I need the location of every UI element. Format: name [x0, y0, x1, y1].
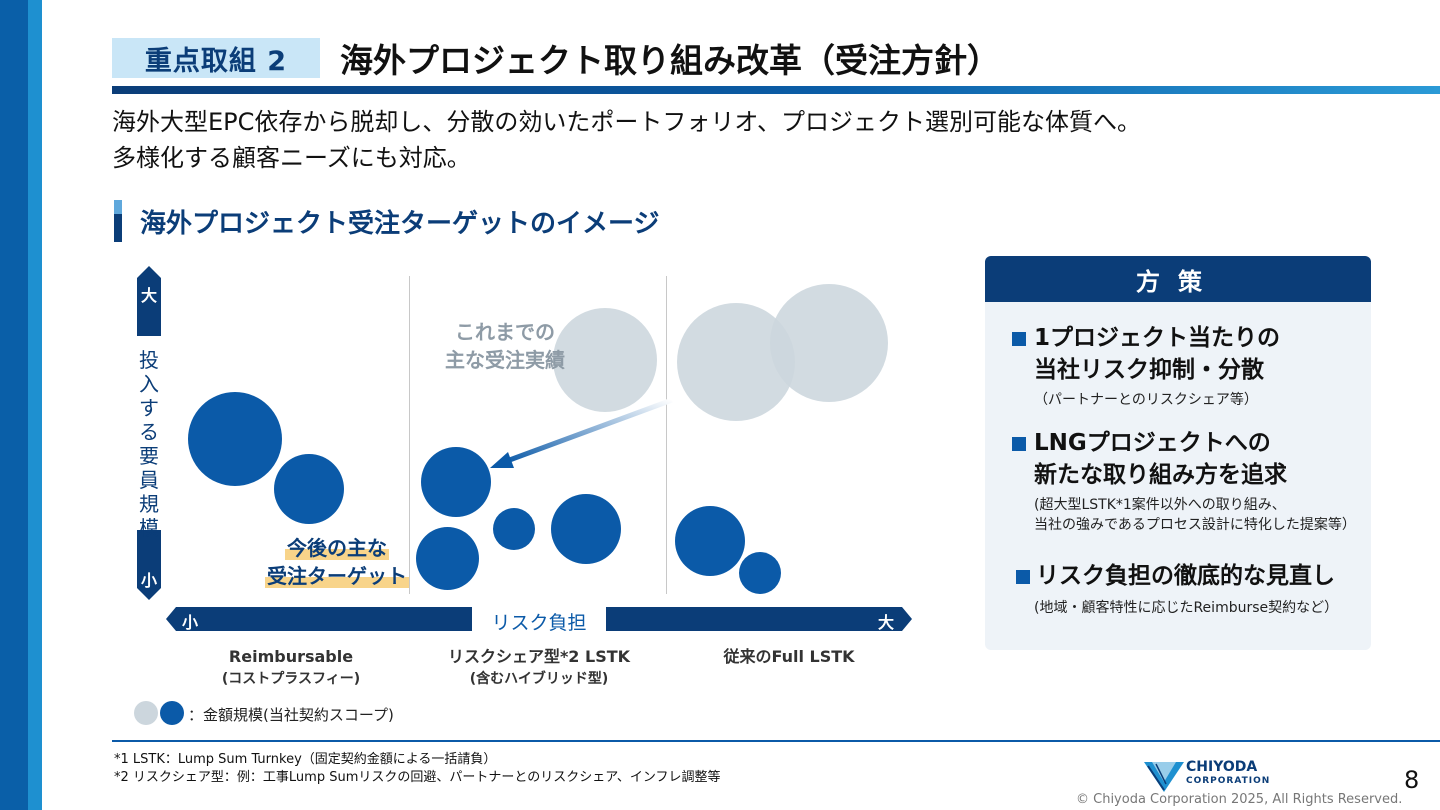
- x-axis-max-label: 大: [878, 613, 895, 632]
- measure-item-2: LNGプロジェクトへの 新たな取り組み方を追求: [1034, 427, 1287, 491]
- measure-note-line: (超大型LSTK*1案件以外への取り組み、: [1034, 497, 1286, 513]
- measure-line: 新たな取り組み方を追求: [1034, 462, 1287, 488]
- legend-text: ：金額規模(当社契約スコープ): [188, 706, 394, 724]
- measure-note-line: 当社の強みであるプロセス設計に特化した提案等）: [1034, 517, 1356, 533]
- category-full-lstk: 従来のFull LSTK: [704, 646, 874, 668]
- target-bubble: [739, 552, 781, 594]
- previous-results-label: これまでの 主な受注実績: [420, 318, 590, 374]
- target-bubble: [416, 527, 479, 590]
- legend-target-dot: [160, 701, 184, 725]
- initiative-badge: 重点取組 2: [112, 38, 320, 78]
- x-axis: [166, 607, 914, 631]
- category-riskshare: リスクシェア型*2 LSTK (含むハイブリッド型): [434, 646, 644, 690]
- shift-arrow: [490, 397, 673, 468]
- category-name: Reimbursable: [228, 647, 354, 666]
- lead-line-1: 海外大型EPC依存から脱却し、分散の効いたポートフォリオ、プロジェクト選別可能な…: [112, 108, 1141, 136]
- target-bubble: [274, 454, 344, 524]
- measures-panel-title: 方策: [985, 256, 1371, 302]
- y-axis-max-label: 大: [140, 286, 157, 305]
- target-bubble: [551, 494, 621, 564]
- previous-bubble: [770, 284, 888, 402]
- bullet-square: [1012, 332, 1026, 346]
- footer-rule: [112, 740, 1440, 742]
- measure-note-2: (超大型LSTK*1案件以外への取り組み、 当社の強みであるプロセス設計に特化し…: [1034, 495, 1356, 535]
- x-axis-title: リスク負担: [491, 612, 587, 634]
- measure-note-1: （パートナーとのリスクシェア等）: [1034, 392, 1258, 408]
- section-title: 海外プロジェクト受注ターゲットのイメージ: [140, 209, 660, 239]
- measure-item-3: リスク負担の徹底的な見直し: [1036, 563, 1335, 589]
- target-bubble: [675, 506, 745, 576]
- measures-panel: [985, 256, 1371, 650]
- bullet-square: [1016, 570, 1030, 584]
- bullet-square: [1012, 437, 1026, 451]
- logo-name: CHIYODA: [1186, 759, 1258, 775]
- target-bubble: [493, 508, 535, 550]
- logo-sub: CORPORATION: [1186, 776, 1271, 786]
- title-underline: [112, 86, 1440, 94]
- target-bubble: [421, 447, 491, 517]
- measure-line: 当社リスク抑制・分散: [1034, 357, 1264, 383]
- category-sub: (コストプラスフィー): [221, 671, 361, 687]
- page-title: 海外プロジェクト取り組み改革（受注方針）: [340, 41, 1000, 80]
- measure-note-3: (地域・顧客特性に応じたReimburse契約など）: [1034, 600, 1339, 616]
- lead-line-2: 多様化する顧客ニーズにも対応。: [112, 144, 471, 172]
- measure-line: 1プロジェクト当たりの: [1034, 325, 1281, 351]
- previous-label-line: これまでの: [455, 320, 555, 344]
- x-axis-min-label: 小: [182, 613, 199, 632]
- footnote-2: *2 リスクシェア型：例：工事Lump Sumリスクの回避、パートナーとのリスク…: [114, 770, 721, 785]
- column-divider: [666, 276, 667, 594]
- column-divider: [409, 276, 410, 594]
- target-label: 今後の主な 受注ターゲット: [262, 534, 412, 590]
- category-name: リスクシェア型*2 LSTK: [447, 647, 631, 666]
- measure-line: LNGプロジェクトへの: [1034, 430, 1271, 456]
- y-axis-min-label: 小: [140, 571, 157, 590]
- page-number: 8: [1404, 766, 1420, 794]
- y-axis: [137, 266, 161, 600]
- target-label-line: 受注ターゲット: [265, 564, 409, 588]
- category-name: 従来のFull LSTK: [723, 647, 855, 666]
- left-edge-bar: [0, 0, 42, 810]
- category-sub: (含むハイブリッド型): [469, 671, 609, 687]
- section-marker: [114, 200, 122, 242]
- target-label-line: 今後の主な: [285, 536, 389, 560]
- chiyoda-logo-icon: [1144, 762, 1184, 792]
- copyright: © Chiyoda Corporation 2025, All Rights R…: [1076, 792, 1403, 807]
- lead-text: 海外大型EPC依存から脱却し、分散の効いたポートフォリオ、プロジェクト選別可能な…: [112, 104, 1141, 176]
- company-logo-text: CHIYODA CORPORATION: [1186, 760, 1270, 788]
- measure-item-1: 1プロジェクト当たりの 当社リスク抑制・分散: [1034, 322, 1280, 386]
- y-axis-title: 投入する要員規模: [139, 348, 159, 540]
- previous-bubble: [553, 308, 657, 412]
- previous-label-line: 主な受注実績: [445, 348, 565, 372]
- category-reimbursable: Reimbursable (コストプラスフィー): [196, 646, 386, 690]
- legend-previous-dot: [134, 701, 158, 725]
- target-bubble: [188, 392, 282, 486]
- footnote-1: *1 LSTK：Lump Sum Turnkey（固定契約金額による一括請負）: [114, 752, 497, 767]
